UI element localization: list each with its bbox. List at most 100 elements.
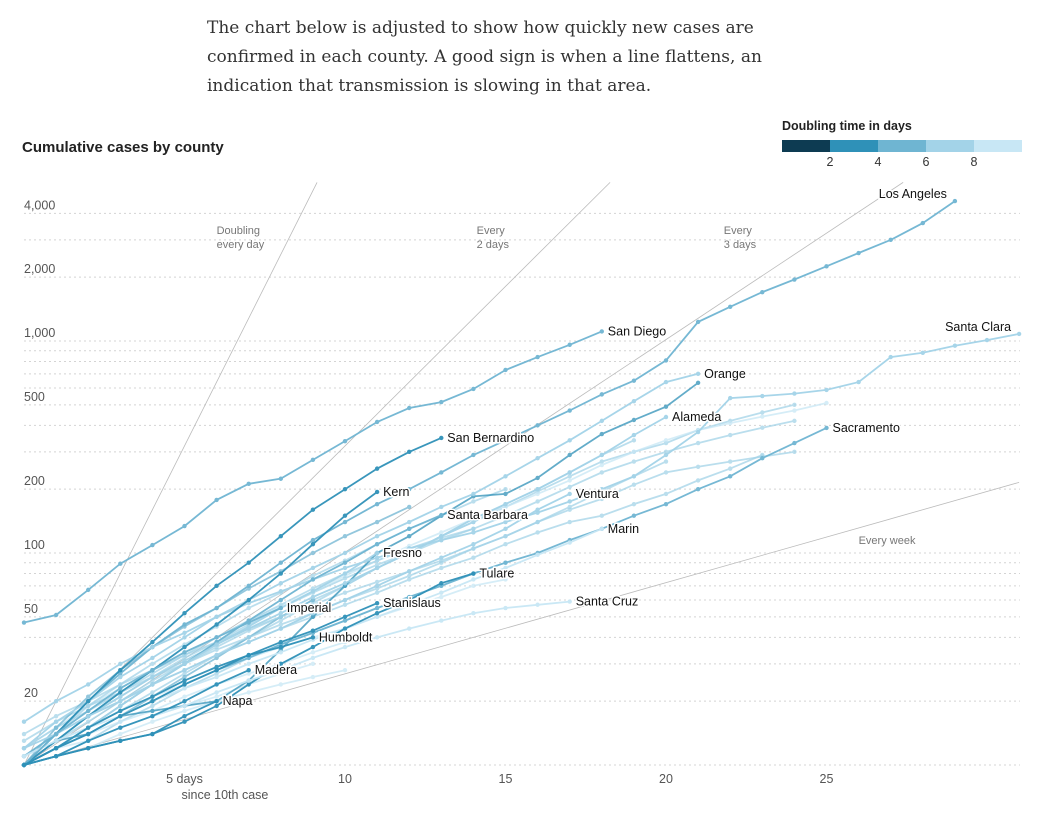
data-point bbox=[663, 459, 669, 464]
data-point bbox=[342, 626, 348, 631]
data-point bbox=[118, 708, 123, 714]
data-point bbox=[599, 418, 604, 424]
data-point bbox=[471, 526, 476, 532]
data-point bbox=[182, 661, 187, 667]
data-point bbox=[374, 542, 380, 547]
data-point bbox=[567, 599, 572, 604]
data-point bbox=[535, 499, 540, 504]
data-point bbox=[246, 583, 251, 589]
data-point bbox=[214, 622, 219, 627]
series-line bbox=[23, 493, 571, 750]
data-point bbox=[792, 402, 797, 408]
data-point bbox=[503, 474, 508, 479]
data-point bbox=[728, 466, 733, 471]
data-point bbox=[118, 661, 123, 667]
data-point bbox=[21, 738, 27, 744]
data-point bbox=[663, 470, 669, 475]
county-label: Marin bbox=[608, 522, 639, 536]
data-point bbox=[342, 644, 348, 650]
data-point bbox=[182, 671, 187, 676]
data-point bbox=[792, 391, 797, 396]
data-point bbox=[535, 456, 540, 461]
data-point bbox=[53, 731, 59, 737]
data-point bbox=[631, 449, 637, 455]
data-point bbox=[599, 452, 604, 458]
data-point bbox=[342, 581, 348, 586]
data-point bbox=[952, 343, 958, 348]
data-point bbox=[471, 571, 476, 576]
data-point bbox=[728, 459, 733, 464]
data-point bbox=[374, 489, 380, 495]
data-point bbox=[663, 438, 669, 443]
data-point bbox=[182, 523, 187, 529]
data-point bbox=[118, 561, 123, 566]
data-point bbox=[567, 491, 572, 497]
series-los-angeles bbox=[21, 198, 958, 759]
reference-line-label: Every bbox=[724, 225, 753, 237]
data-point bbox=[118, 686, 123, 691]
data-point bbox=[695, 486, 701, 492]
data-point bbox=[792, 418, 797, 424]
data-point bbox=[407, 526, 412, 532]
data-point bbox=[342, 614, 348, 620]
data-point bbox=[342, 597, 348, 603]
data-point bbox=[278, 650, 283, 655]
data-point bbox=[214, 698, 219, 704]
data-point bbox=[182, 678, 187, 683]
county-label: Orange bbox=[704, 367, 746, 381]
data-point bbox=[503, 605, 508, 611]
data-point bbox=[118, 713, 123, 719]
data-point bbox=[118, 690, 123, 695]
series-line bbox=[23, 437, 442, 766]
data-point bbox=[760, 456, 765, 461]
y-tick-label: 50 bbox=[24, 602, 38, 616]
data-point bbox=[439, 555, 444, 560]
data-point bbox=[695, 371, 701, 377]
data-point bbox=[471, 530, 476, 535]
data-point bbox=[278, 671, 283, 676]
data-point bbox=[182, 694, 187, 699]
data-point bbox=[471, 516, 476, 521]
data-point bbox=[118, 738, 123, 744]
series-marin bbox=[21, 526, 604, 759]
data-point bbox=[856, 250, 861, 256]
data-point bbox=[695, 478, 701, 483]
series-humboldt bbox=[21, 635, 316, 768]
data-point bbox=[21, 719, 27, 724]
data-point bbox=[86, 731, 91, 737]
series-line bbox=[23, 200, 956, 757]
data-point bbox=[792, 408, 797, 413]
data-point bbox=[631, 474, 637, 479]
data-point bbox=[310, 537, 316, 543]
data-point bbox=[214, 694, 219, 699]
legend-swatch bbox=[974, 140, 1022, 152]
data-point bbox=[407, 597, 412, 603]
data-point bbox=[374, 565, 380, 571]
data-point bbox=[342, 534, 348, 539]
data-point bbox=[695, 464, 701, 470]
data-point bbox=[599, 470, 604, 475]
data-point bbox=[246, 678, 251, 683]
data-point bbox=[695, 440, 701, 446]
data-point bbox=[342, 486, 348, 492]
data-point bbox=[150, 671, 155, 676]
data-point bbox=[952, 198, 958, 204]
data-point bbox=[471, 386, 476, 392]
data-point bbox=[118, 698, 123, 704]
data-point bbox=[150, 694, 155, 699]
data-point bbox=[374, 419, 380, 425]
data-point bbox=[86, 587, 91, 593]
data-point bbox=[214, 690, 219, 695]
data-point bbox=[407, 519, 412, 525]
data-point bbox=[631, 501, 637, 507]
series-line bbox=[23, 372, 699, 749]
data-point bbox=[407, 546, 412, 551]
data-point bbox=[150, 644, 155, 650]
data-point bbox=[760, 289, 765, 295]
data-point bbox=[182, 686, 187, 691]
data-point bbox=[214, 671, 219, 676]
data-point bbox=[342, 639, 348, 645]
data-point bbox=[374, 583, 380, 589]
county-label: Sacramento bbox=[833, 421, 900, 435]
reference-line bbox=[23, 182, 904, 766]
